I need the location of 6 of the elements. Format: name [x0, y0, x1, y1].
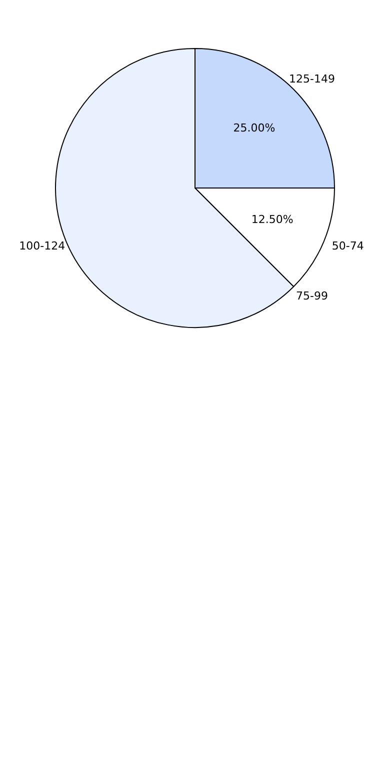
slice-label: 50-74: [332, 240, 364, 253]
data-label: 12.50%: [251, 212, 294, 226]
slice-label: 100-124: [19, 240, 66, 253]
category-label: 75-99: [296, 289, 328, 302]
data-label: 25.00%: [233, 122, 276, 135]
slice-label: 125-149: [289, 72, 336, 86]
